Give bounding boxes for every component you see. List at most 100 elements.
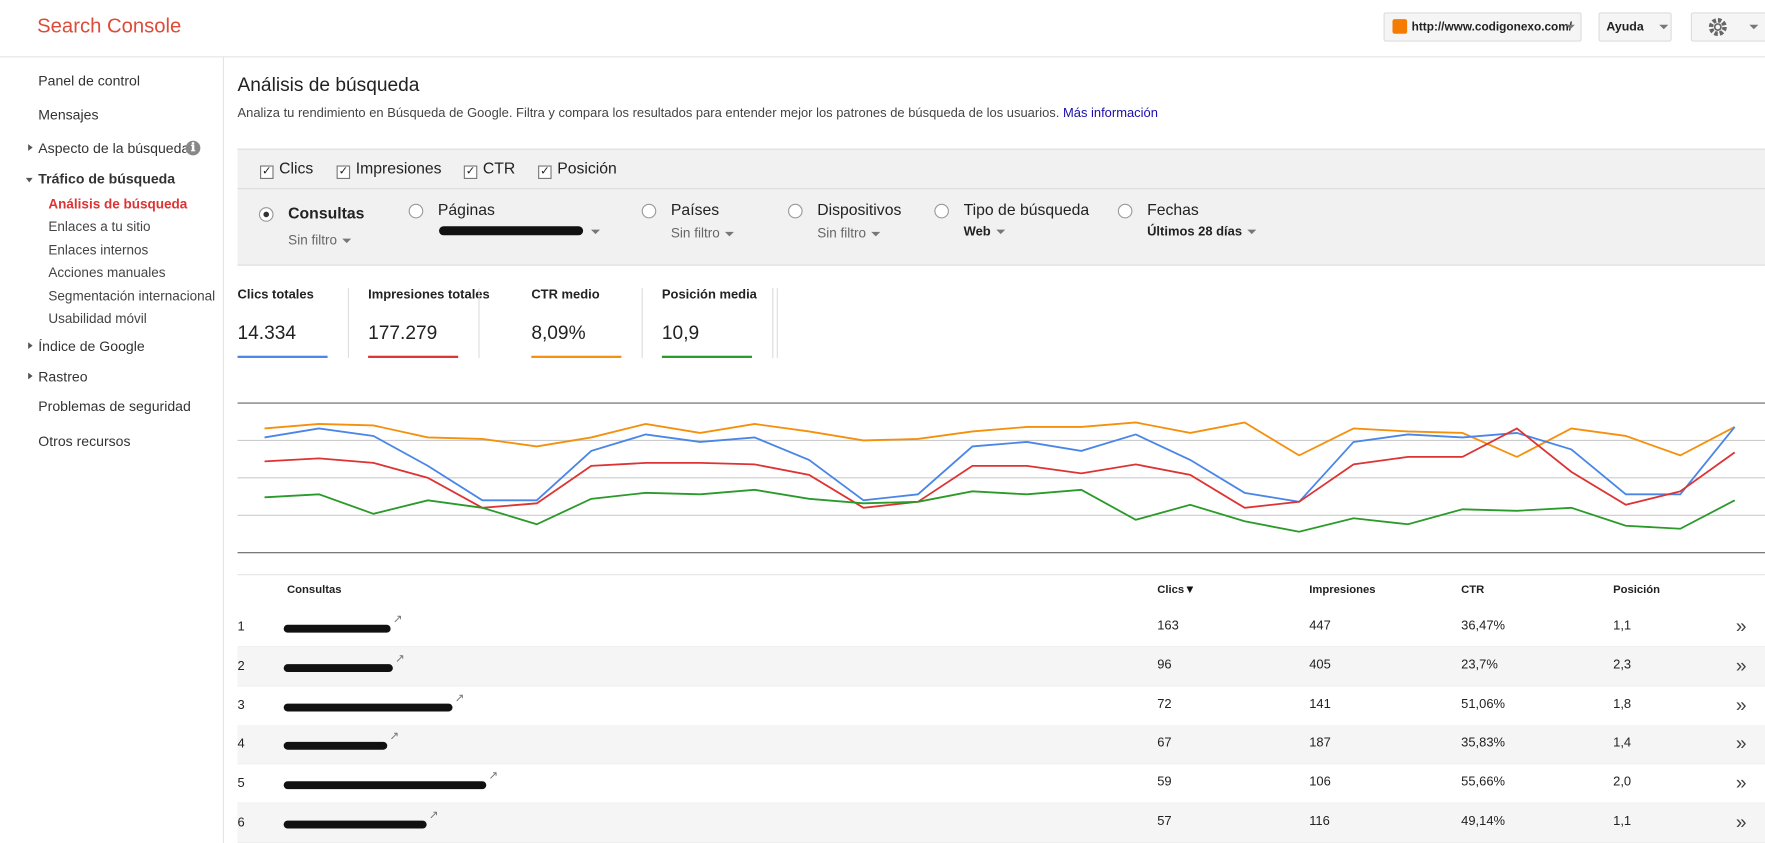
table-row bbox=[237, 803, 1765, 843]
dimension-filter[interactable]: Sin filtro bbox=[817, 225, 881, 241]
caret bbox=[1565, 24, 1575, 30]
row-rank: 5 bbox=[237, 776, 245, 791]
more-info-link[interactable]: Más información bbox=[1062, 106, 1158, 121]
table-row bbox=[237, 725, 1765, 765]
nav-item[interactable]: Segmentación internacional bbox=[48, 288, 216, 304]
nav-item[interactable]: Problemas de seguridad bbox=[38, 398, 191, 415]
column-header[interactable]: Impresiones bbox=[1309, 584, 1376, 597]
row-expand[interactable]: » bbox=[1735, 772, 1747, 794]
cell: 72 bbox=[1157, 697, 1172, 711]
nav-item[interactable]: Tráfico de búsqueda bbox=[38, 171, 176, 187]
metric-checkbox[interactable]: ✓ Posición bbox=[538, 159, 617, 179]
cell: 51,06% bbox=[1461, 697, 1506, 711]
cell: 1,1 bbox=[1613, 815, 1632, 829]
column-header[interactable]: CTR bbox=[1461, 584, 1485, 597]
nav-item[interactable]: Análisis de búsqueda bbox=[48, 195, 188, 212]
dimension-filter[interactable]: Sin filtro bbox=[670, 225, 735, 241]
dimension-label[interactable]: Tipo de búsqueda bbox=[963, 200, 1090, 219]
nav-item[interactable]: Panel de control bbox=[38, 73, 140, 89]
dimension-label[interactable]: Páginas bbox=[437, 200, 495, 219]
column-header[interactable]: Consultas bbox=[287, 584, 342, 597]
help-button[interactable]: Ayuda bbox=[1598, 12, 1672, 42]
row-expand[interactable]: » bbox=[1735, 811, 1747, 834]
nav-item[interactable]: Mensajes bbox=[38, 106, 99, 123]
nav-item[interactable]: Enlaces a tu sitio bbox=[48, 218, 151, 235]
checkbox: ✓ bbox=[463, 165, 478, 179]
radio[interactable] bbox=[408, 203, 424, 219]
table-row bbox=[237, 686, 1765, 726]
card-divider bbox=[641, 288, 643, 358]
nav-item[interactable]: Acciones manuales bbox=[48, 264, 166, 281]
dimension-filter[interactable]: Últimos 28 días bbox=[1147, 225, 1257, 239]
series-line bbox=[264, 427, 1736, 509]
legend-swatch bbox=[368, 355, 459, 358]
filter-panel bbox=[237, 148, 1765, 266]
cell: 57 bbox=[1157, 815, 1172, 829]
cell: 106 bbox=[1309, 775, 1331, 790]
cell: 2,0 bbox=[1613, 775, 1632, 790]
nav-item[interactable]: Otros recursos bbox=[38, 433, 131, 450]
row-expand[interactable]: » bbox=[1735, 654, 1747, 677]
settings-button[interactable] bbox=[1690, 12, 1765, 42]
legend-label: Posición media bbox=[661, 288, 757, 302]
expand-arrow bbox=[28, 342, 33, 349]
description: Analiza tu rendimiento en Búsqueda de Go… bbox=[237, 106, 1060, 121]
nav-item[interactable]: Usabilidad móvil bbox=[48, 310, 147, 327]
nav-item[interactable]: Aspecto de la búsqueda bbox=[38, 140, 190, 157]
row-expand[interactable]: » bbox=[1735, 615, 1747, 638]
gear-icon bbox=[1708, 18, 1727, 37]
caret bbox=[342, 238, 352, 243]
metric-checkbox[interactable]: ✓ Clics bbox=[260, 159, 313, 179]
dimension-label[interactable]: Dispositivos bbox=[817, 200, 902, 219]
app-title[interactable]: Search Console bbox=[37, 14, 182, 38]
metric-label: Posición bbox=[557, 158, 617, 177]
row-rank: 6 bbox=[237, 816, 245, 830]
radio[interactable] bbox=[787, 203, 803, 219]
metric-checkbox[interactable]: ✓ Impresiones bbox=[336, 158, 442, 179]
site-selector[interactable]: http://www.codigonexo.com/ bbox=[1383, 12, 1582, 42]
table-header-bg bbox=[237, 574, 1765, 611]
cell: 405 bbox=[1309, 658, 1331, 672]
redacted-query bbox=[283, 742, 388, 751]
caret bbox=[725, 231, 735, 237]
radio[interactable] bbox=[1117, 203, 1133, 219]
row-rank: 3 bbox=[237, 698, 245, 713]
nav-item[interactable]: Índice de Google bbox=[38, 338, 145, 355]
external-link-icon: ↗ bbox=[395, 652, 405, 666]
radio[interactable] bbox=[641, 203, 657, 219]
cell: 116 bbox=[1309, 815, 1330, 829]
site-url: http://www.codigonexo.com/ bbox=[1411, 20, 1573, 34]
dimension-label[interactable]: Países bbox=[670, 200, 720, 219]
filter-label: Sin filtro bbox=[670, 225, 720, 241]
dimension-label[interactable]: Fechas bbox=[1147, 200, 1199, 219]
nav-item[interactable]: Rastreo bbox=[38, 369, 88, 385]
nav-item[interactable]: Enlaces internos bbox=[48, 242, 149, 258]
radio[interactable] bbox=[258, 207, 274, 222]
row-expand[interactable]: » bbox=[1735, 694, 1747, 716]
caret bbox=[1247, 229, 1257, 235]
dimension-filter[interactable]: Sin filtro bbox=[288, 232, 352, 248]
cell: 163 bbox=[1157, 619, 1179, 633]
row-rank: 4 bbox=[237, 737, 245, 752]
info-icon: ℹ bbox=[185, 140, 201, 156]
metric-label: Impresiones bbox=[355, 158, 442, 177]
metric-checkbox[interactable]: ✓ CTR bbox=[463, 159, 515, 179]
legend-swatch bbox=[661, 355, 752, 358]
redacted bbox=[439, 226, 584, 236]
dimension-label[interactable]: Consultas bbox=[288, 203, 365, 222]
radio[interactable] bbox=[934, 203, 949, 219]
cell: 1,8 bbox=[1613, 697, 1632, 711]
row-expand[interactable]: » bbox=[1735, 733, 1747, 755]
column-header[interactable]: Posición bbox=[1613, 584, 1661, 597]
column-header[interactable]: Clics bbox=[1157, 584, 1185, 597]
legend-swatch bbox=[237, 355, 328, 358]
dimension-filter[interactable]: Web bbox=[964, 225, 1006, 239]
cell: 67 bbox=[1157, 736, 1172, 751]
external-link-icon: ↗ bbox=[428, 809, 439, 822]
cell: 36,47% bbox=[1461, 619, 1506, 633]
site-icon bbox=[1392, 19, 1408, 34]
filter-divider bbox=[237, 187, 1765, 190]
checkbox: ✓ bbox=[538, 165, 552, 179]
cell: 59 bbox=[1157, 775, 1172, 790]
